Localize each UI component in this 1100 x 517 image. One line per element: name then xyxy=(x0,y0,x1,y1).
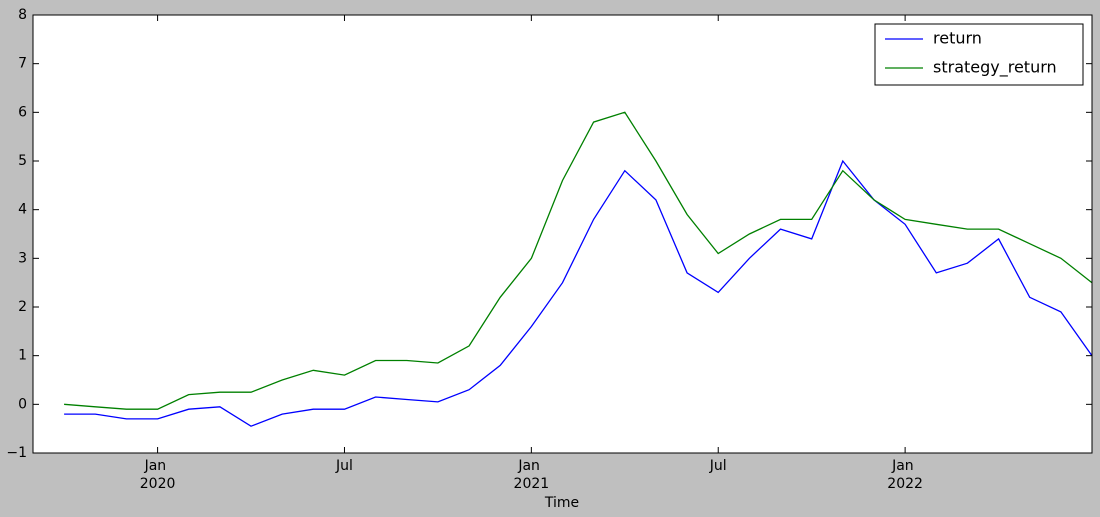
y-tick-label: 1 xyxy=(18,348,27,364)
x-tick-label: Jan 2022 xyxy=(887,458,923,492)
y-tick-label: 4 xyxy=(18,202,27,218)
y-tick-label: 8 xyxy=(18,7,27,23)
legend-label: strategy_return xyxy=(933,58,1057,78)
legend-box xyxy=(874,23,1084,86)
x-axis-label: Time xyxy=(544,495,579,511)
x-tick-label: Jan 2021 xyxy=(514,458,550,492)
series-line xyxy=(64,159,1093,427)
plot-area xyxy=(33,15,1092,453)
x-tick-label: Jul xyxy=(335,458,353,474)
plot-frame xyxy=(32,14,1093,454)
x-tick-label: Jul xyxy=(709,458,727,474)
y-tick-label: 6 xyxy=(18,104,27,120)
y-tick-label: 3 xyxy=(18,250,27,266)
y-tick-label: 0 xyxy=(18,396,27,412)
y-tick-label: 5 xyxy=(18,153,27,169)
series-line xyxy=(64,111,1093,410)
y-tick-label: −1 xyxy=(6,445,27,461)
x-tick-label: Jan 2020 xyxy=(140,458,176,492)
y-tick-label: 2 xyxy=(18,299,27,315)
marks xyxy=(64,111,1093,427)
legend-label: return xyxy=(933,29,982,48)
y-tick-label: 7 xyxy=(18,56,27,72)
